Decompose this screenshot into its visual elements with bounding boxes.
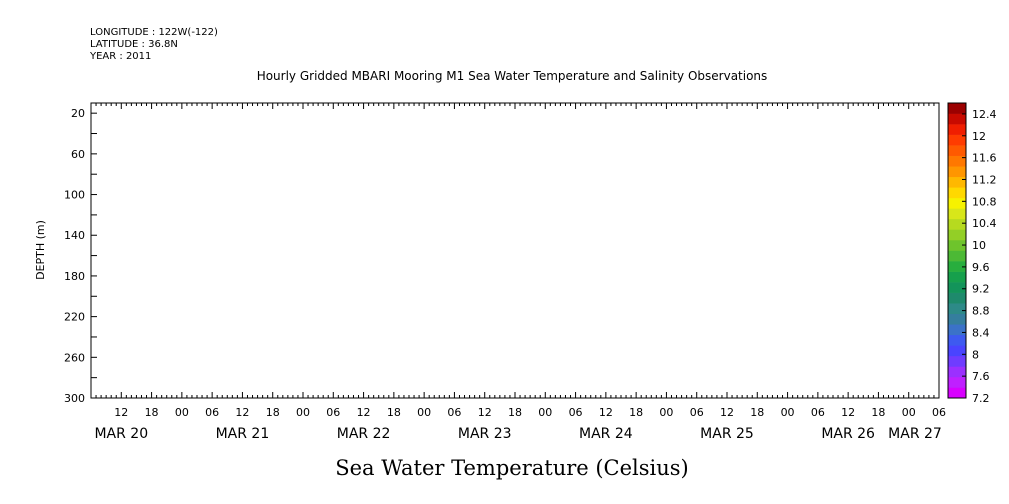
header-info: LONGITUDE : 122W(-122) LATITUDE : 36.8N … — [89, 27, 218, 62]
latitude-text: LATITUDE : 36.8N — [90, 39, 178, 50]
year-text: YEAR : 2011 — [89, 51, 151, 62]
longitude-text: LONGITUDE : 122W(-122) — [90, 27, 218, 38]
chart-title: Hourly Gridded MBARI Mooring M1 Sea Wate… — [257, 69, 768, 83]
